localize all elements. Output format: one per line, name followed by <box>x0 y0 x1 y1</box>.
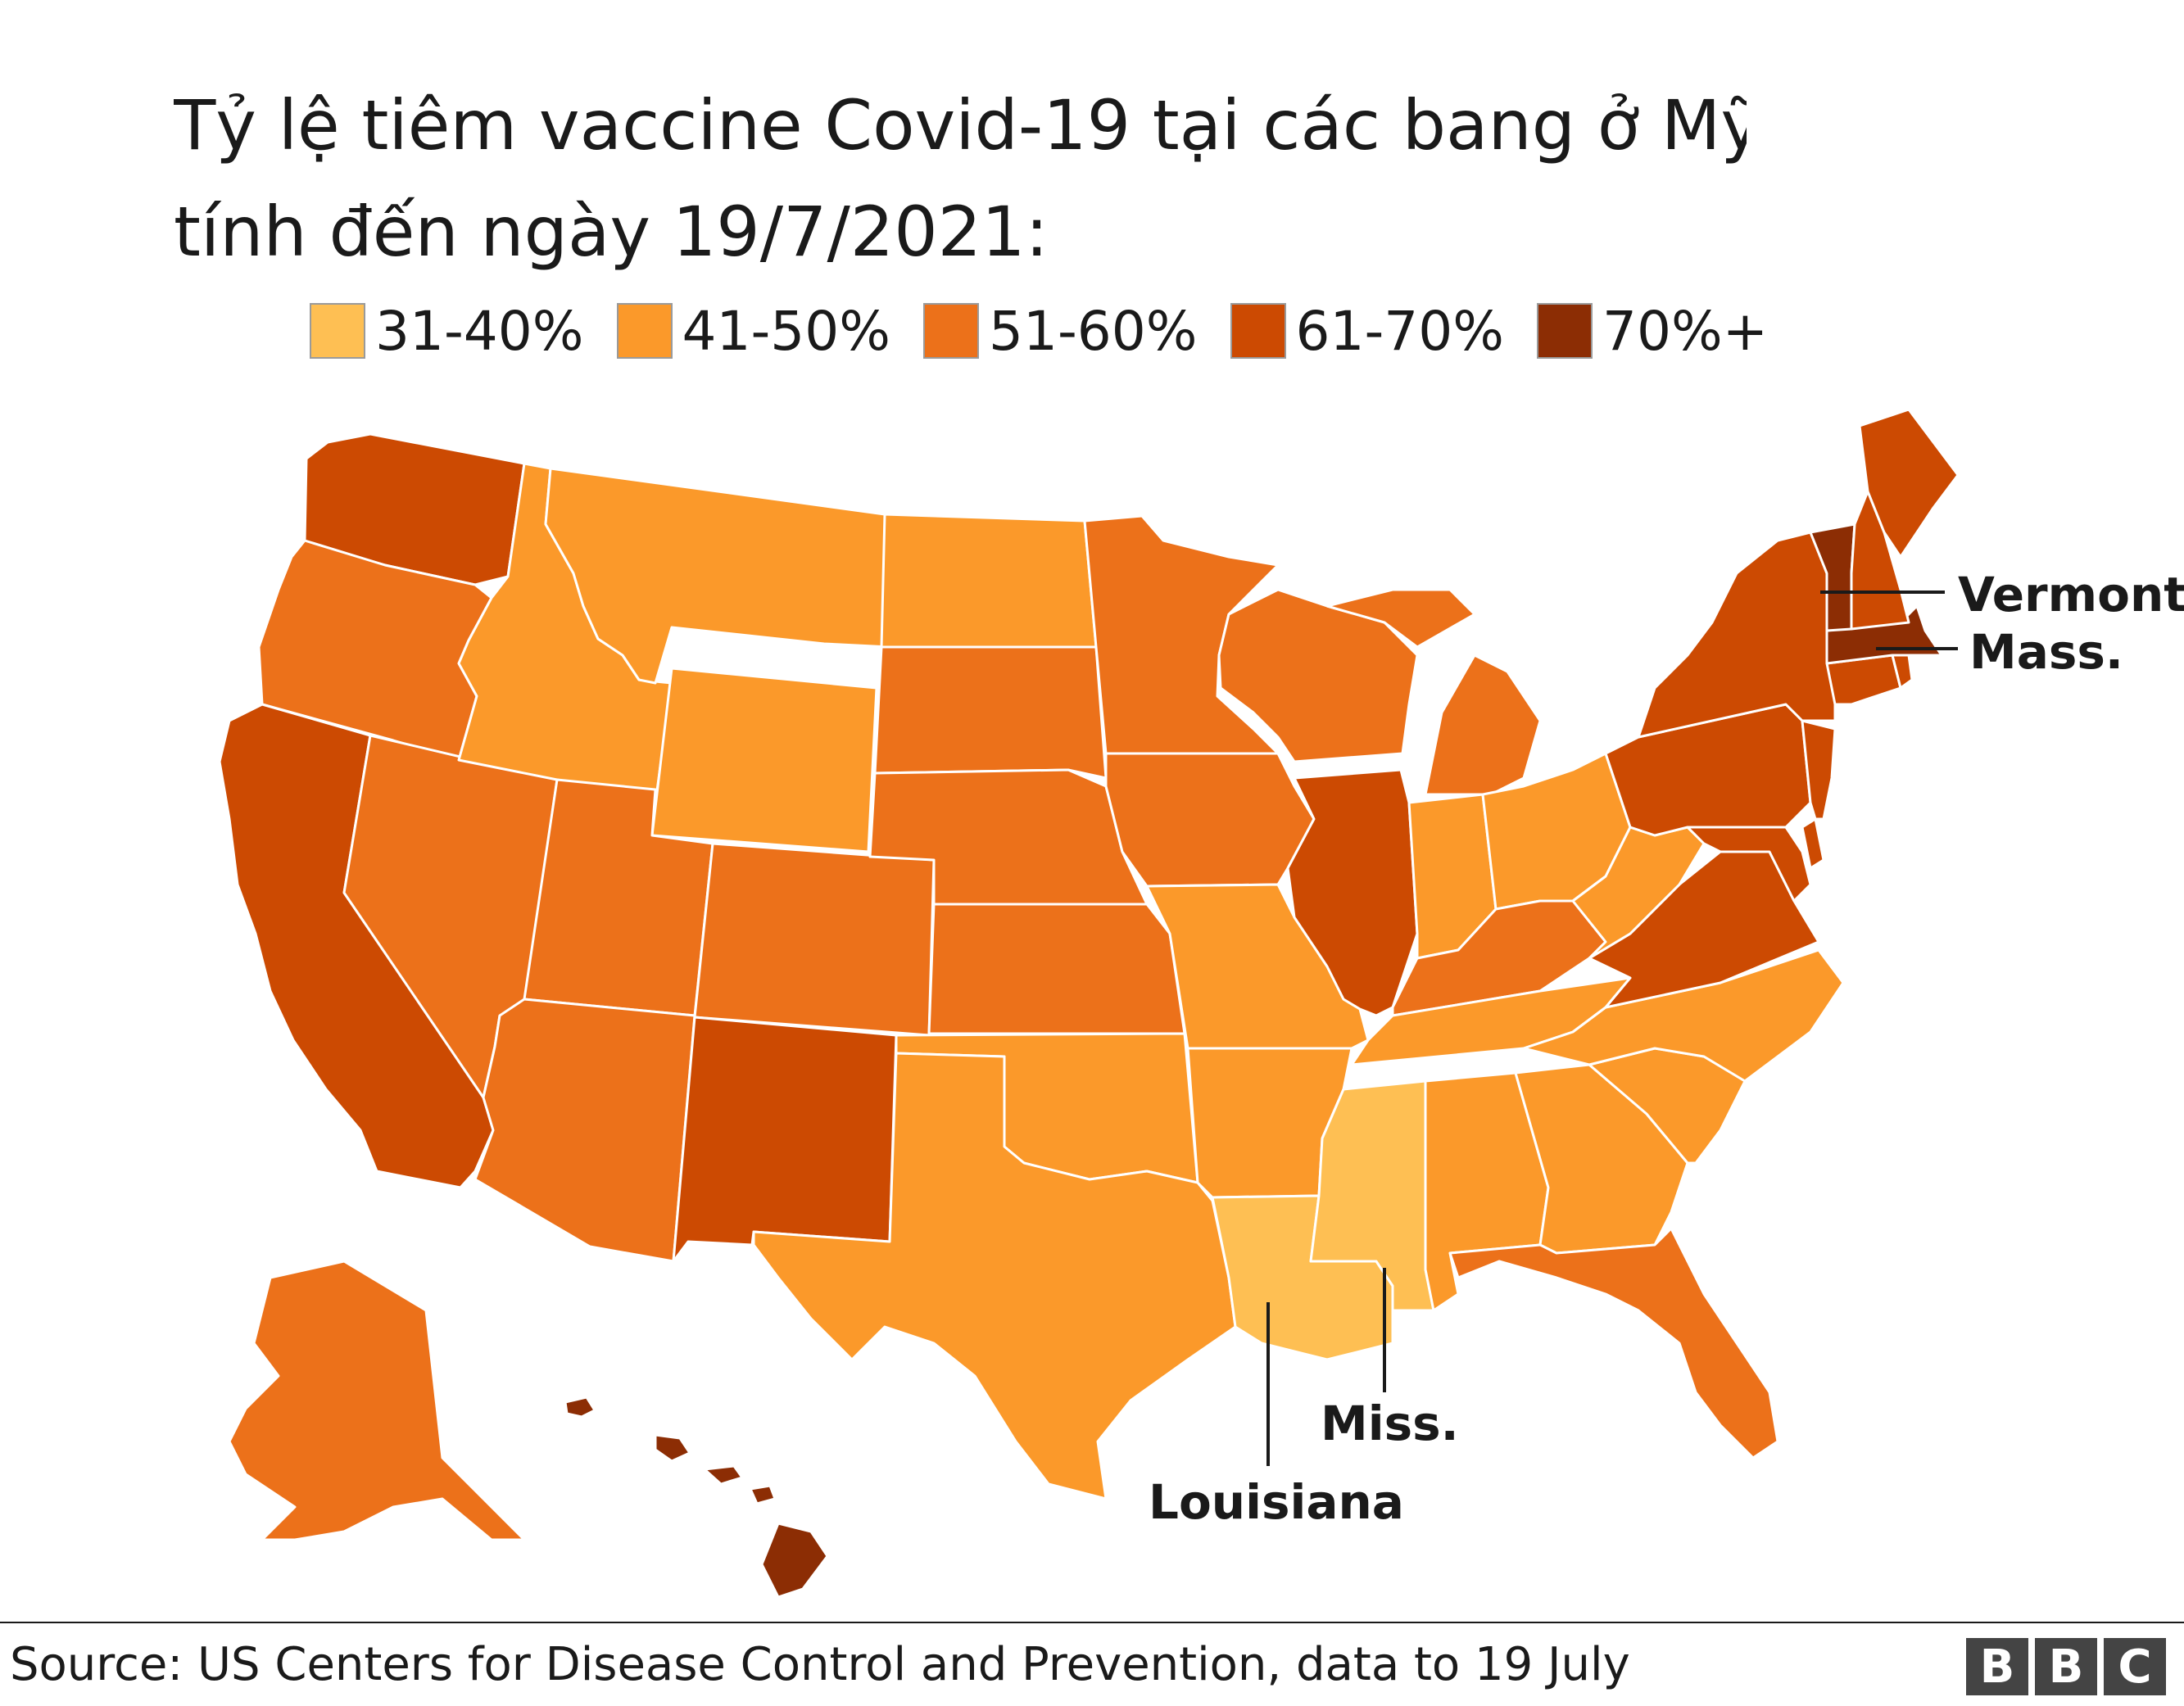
legend-swatch <box>310 303 365 359</box>
legend-item: 70%+ <box>1537 300 1768 363</box>
callouts: Vermont Mass. Miss. Louisiana <box>1149 567 2184 1530</box>
state-nm <box>672 1016 898 1263</box>
bbc-logo-letter: C <box>2104 1638 2166 1695</box>
state-ak <box>228 1260 526 1541</box>
footer-divider <box>0 1622 2184 1623</box>
state-ks <box>927 903 1186 1035</box>
state-ia <box>1104 752 1316 888</box>
legend-swatch <box>616 303 673 359</box>
state-ny <box>1637 531 1837 739</box>
legend: 31-40% 41-50% 51-60% 61-70% 70%+ <box>310 298 1801 364</box>
legend-label: 41-50% <box>682 299 891 363</box>
state-de <box>1801 817 1825 870</box>
vermont-label: Vermont <box>1958 567 2184 622</box>
state-co <box>693 842 936 1037</box>
state-nd <box>880 513 1098 649</box>
bbc-logo: B B C <box>1960 1638 2166 1695</box>
legend-item: 41-50% <box>616 299 891 363</box>
legend-label: 61-70% <box>1295 299 1505 363</box>
legend-label: 51-60% <box>989 299 1198 363</box>
legend-swatch <box>1537 303 1593 359</box>
bbc-logo-letter: B <box>2035 1638 2097 1695</box>
source-note: Source: US Centers for Disease Control a… <box>10 1638 1630 1691</box>
chart-title: Tỷ lệ tiêm vaccine Covid-19 tại các bang… <box>174 72 1747 285</box>
state-nj <box>1801 719 1837 821</box>
legend-item: 61-70% <box>1230 299 1505 363</box>
state-wy <box>650 667 878 853</box>
legend-swatch <box>923 303 979 359</box>
state-az <box>474 998 696 1263</box>
legend-swatch <box>1230 303 1286 359</box>
legend-label: 31-40% <box>375 299 584 363</box>
miss-label: Miss. <box>1321 1396 1459 1451</box>
state-md <box>1686 826 1812 903</box>
state-fl <box>1448 1227 1779 1459</box>
legend-label: 70%+ <box>1602 299 1768 363</box>
legend-item: 51-60% <box>923 300 1198 363</box>
state-tx <box>752 1052 1237 1500</box>
legend-item: 31-40% <box>310 300 584 363</box>
louisiana-label: Louisiana <box>1149 1474 1404 1530</box>
state-sd <box>873 645 1108 780</box>
bbc-logo-letter: B <box>1966 1638 2028 1695</box>
state-hi <box>564 1396 829 1599</box>
state-mi <box>1325 588 1542 796</box>
title-line-1: Tỷ lệ tiêm vaccine Covid-19 tại các bang… <box>174 85 1747 165</box>
state-me <box>1858 408 1960 559</box>
state-pa <box>1604 703 1812 837</box>
mass-label: Mass. <box>1969 624 2123 680</box>
title-line-2: tính đến ngày 19/7/2021: <box>174 192 1049 272</box>
